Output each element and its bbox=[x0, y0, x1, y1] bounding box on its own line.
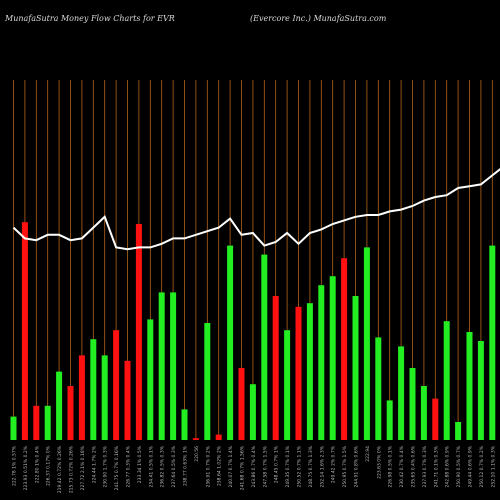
x-tick-label: 227.72 2.1% 0.18% bbox=[80, 445, 86, 490]
x-tick-label: 230.42 0.7% 0.4% bbox=[399, 445, 405, 487]
x-tick-label: 243.86 0.7% 0.4% bbox=[251, 445, 257, 487]
money-flow-bar bbox=[363, 247, 370, 440]
money-flow-bar bbox=[21, 222, 28, 440]
money-flow-bar bbox=[33, 405, 40, 440]
money-flow-bar bbox=[147, 319, 154, 440]
money-flow-bar bbox=[249, 384, 256, 440]
x-tick-label: 252.14 1.6% 2.3% bbox=[319, 445, 325, 487]
x-tick-label: 222.78 1% 0.57% bbox=[12, 445, 18, 486]
x-tick-label: 250.95 0.7% 1.5% bbox=[342, 445, 348, 487]
price-series-line bbox=[12, 168, 500, 251]
money-flow-bar bbox=[204, 323, 211, 440]
x-tick-label: 222.94 bbox=[365, 446, 371, 462]
money-flow-bar bbox=[306, 303, 313, 440]
x-tick-label: 244.91 0.8% 0.6% bbox=[354, 445, 360, 487]
money-flow-bar bbox=[44, 405, 51, 440]
money-flow-bar bbox=[67, 386, 74, 440]
money-flow-bar bbox=[318, 285, 325, 440]
x-tick-label: 240.07 0.7% 1.4% bbox=[228, 445, 234, 487]
x-tick-label: 235.65 0.4% 0.6% bbox=[411, 445, 417, 487]
money-flow-bar bbox=[409, 368, 416, 440]
money-flow-bar bbox=[329, 276, 336, 440]
chart-header-right: (Evercore Inc.) MunafaSutra.com bbox=[250, 14, 387, 23]
money-flow-bar bbox=[124, 360, 131, 440]
money-flow-bar bbox=[386, 400, 393, 440]
money-flow-bar bbox=[113, 330, 120, 440]
x-tick-label: 226.37 0.17% 0% bbox=[46, 445, 52, 486]
x-tick-label: 250.12 0.7% 0.2% bbox=[479, 445, 485, 487]
money-flow-bar bbox=[284, 330, 291, 440]
x-tick-label: 249.42 2% 0.7% bbox=[331, 445, 337, 483]
x-tick-label: 223.93 0.51% 0.2% bbox=[23, 445, 29, 490]
money-flow-bar bbox=[227, 245, 234, 440]
x-tick-label: 237.93 0.7% 0.3% bbox=[422, 445, 428, 487]
x-tick-label: 234.41 0.5% 0.1% bbox=[148, 445, 154, 487]
x-tick-labels: 222.78 1% 0.57% 223.93 0.51% 0.2% 222.80 1… bbox=[12, 445, 497, 493]
x-tick-label: 249.44 0.6% 0.9% bbox=[468, 445, 474, 487]
money-flow-bar bbox=[135, 224, 142, 440]
money-flow-bar bbox=[181, 409, 188, 440]
money-flow-bar bbox=[261, 254, 268, 440]
money-flow-bar bbox=[375, 337, 382, 440]
x-tick-label: 223.63 0% 0% bbox=[376, 445, 382, 479]
x-tick-label: 250.90 0.5% 0.7% bbox=[456, 445, 462, 487]
x-tick-label: 250.52 0.7% 1.1% bbox=[297, 445, 303, 487]
x-tick-label: 226.77 0.3% 0.4% bbox=[126, 445, 132, 487]
grid-lines bbox=[13, 80, 493, 440]
money-flow-bar bbox=[352, 296, 359, 440]
x-tick-label: 248.75 0.7% 1.3% bbox=[308, 445, 314, 487]
money-flow-bar bbox=[101, 355, 108, 440]
x-tick-label: 238.64 1.02% 2% bbox=[217, 445, 223, 486]
money-flow-bar bbox=[420, 386, 427, 440]
x-tick-label: 226.98 0.5% 0.1% bbox=[388, 445, 394, 487]
price-line bbox=[12, 168, 500, 251]
money-flow-bar bbox=[341, 258, 348, 440]
x-tick-label: 241.75 0.7% 0.16% bbox=[114, 445, 120, 490]
money-flow-bar bbox=[78, 355, 85, 440]
money-flow-bar bbox=[170, 292, 177, 440]
money-flow-bar bbox=[398, 346, 405, 440]
x-tick-label: 238.77 0.63% 1% bbox=[183, 445, 189, 486]
x-tick-label: 237.64 0.5% 0.3% bbox=[171, 445, 177, 487]
x-tick-label: 236.91 0.7% 0.2% bbox=[205, 445, 211, 487]
x-tick-label: 241.68 0.7% 1.56% bbox=[240, 445, 246, 490]
money-flow-bar bbox=[158, 292, 165, 440]
money-flow-bar bbox=[272, 296, 279, 440]
money-flow-bar bbox=[192, 438, 199, 440]
x-tick-label: 233.34 1% 0.5% bbox=[137, 445, 143, 483]
money-flow-bar bbox=[466, 332, 473, 440]
x-tick-label: 222.80 1% 0.4% bbox=[34, 445, 40, 483]
money-flow-bar bbox=[10, 416, 17, 440]
chart-header-left: MunafaSutra Money Flow Charts for EVR bbox=[5, 14, 175, 23]
x-tick-label: 219.42 0.72% 0.26% bbox=[57, 445, 63, 493]
x-tick-label: 249.35 0.7% 0.1% bbox=[285, 445, 291, 487]
money-flow-bar bbox=[215, 434, 222, 440]
x-tick-label: 252.10 1.1% 0.3% bbox=[490, 445, 496, 487]
money-flow-bar bbox=[295, 306, 302, 440]
x-tick-label: 224.44 1.7% 2% bbox=[91, 445, 97, 483]
x-tick-label: 247.58 0.7% 1.5% bbox=[262, 445, 268, 487]
money-flow-bar bbox=[477, 341, 484, 440]
money-flow-bar bbox=[443, 321, 450, 440]
x-tick-label: 242.88 0.6% 0.9% bbox=[445, 445, 451, 487]
x-tick-label: 236.82 0.5% 0.3% bbox=[160, 445, 166, 487]
money-flow-bar bbox=[432, 398, 439, 440]
bars bbox=[10, 222, 496, 440]
x-tick-label: 215.73 0.72% 0.26% bbox=[69, 445, 75, 493]
money-flow-bar bbox=[238, 368, 245, 440]
money-flow-bar bbox=[90, 339, 97, 440]
money-flow-bar bbox=[455, 422, 462, 440]
x-tick-label: 241.71 0.1% 0.3% bbox=[433, 445, 439, 487]
money-flow-bar bbox=[56, 371, 63, 440]
x-tick-label: 248.45 0.7% 1% bbox=[274, 445, 280, 483]
money-flow-bar bbox=[489, 245, 496, 440]
x-tick-label: 220.56 bbox=[194, 446, 200, 462]
x-tick-label: 230.90 1.7% 0.3% bbox=[103, 445, 109, 487]
